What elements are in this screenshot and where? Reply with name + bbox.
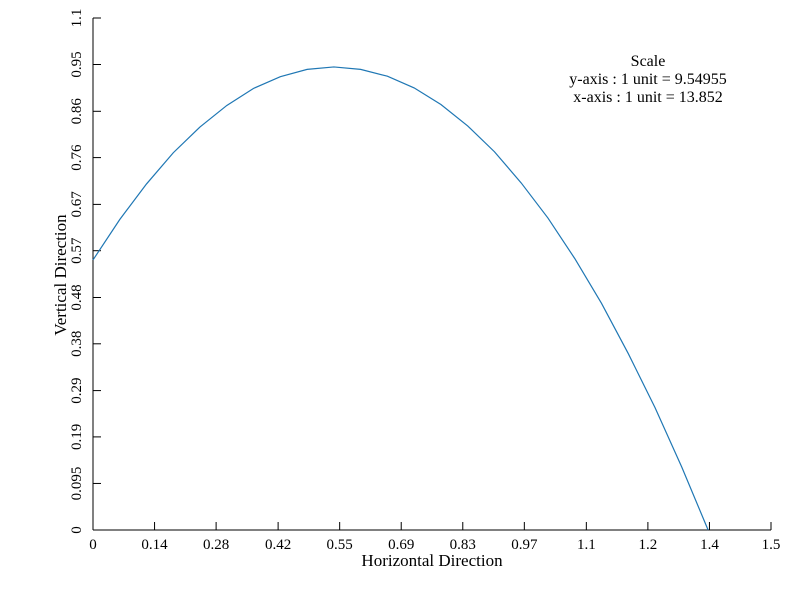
y-tick-label: 0.095	[69, 467, 85, 501]
y-axis-label: Vertical Direction	[51, 214, 70, 336]
x-tick-label: 1.2	[639, 537, 658, 553]
x-tick-label: 0.69	[388, 537, 414, 553]
x-tick-label: 0.55	[327, 537, 353, 553]
y-tick-label: 0.57	[69, 237, 85, 264]
y-tick-label: 0	[69, 526, 85, 534]
x-axis-label: Horizontal Direction	[361, 551, 503, 570]
y-tick-label: 0.76	[69, 144, 85, 171]
annotation: y-axis : 1 unit = 9.54955	[569, 71, 726, 88]
y-tick-label: 0.29	[69, 377, 85, 403]
x-tick-label: 1.1	[577, 537, 596, 553]
y-tick-label: 0.86	[69, 98, 85, 125]
y-tick-label: 0.38	[69, 331, 85, 357]
x-tick-label: 1.4	[700, 537, 719, 553]
x-tick-label: 0.14	[141, 537, 168, 553]
x-tick-label: 0.97	[511, 537, 538, 553]
y-tick-label: 1.1	[69, 9, 85, 28]
y-tick-label: 0.95	[69, 51, 85, 77]
y-tick-label: 0.48	[69, 284, 85, 310]
x-tick-label: 0.83	[450, 537, 476, 553]
annotation: Scale	[631, 53, 666, 70]
x-tick-label: 1.5	[762, 537, 781, 553]
annotation: x-axis : 1 unit = 13.852	[573, 89, 722, 106]
y-tick-label: 0.19	[69, 424, 85, 450]
x-tick-label: 0.28	[203, 537, 229, 553]
trajectory-line	[92, 66, 709, 531]
x-tick-label: 0	[89, 537, 97, 553]
y-tick-label: 0.67	[69, 191, 85, 218]
x-tick-label: 0.42	[265, 537, 291, 553]
